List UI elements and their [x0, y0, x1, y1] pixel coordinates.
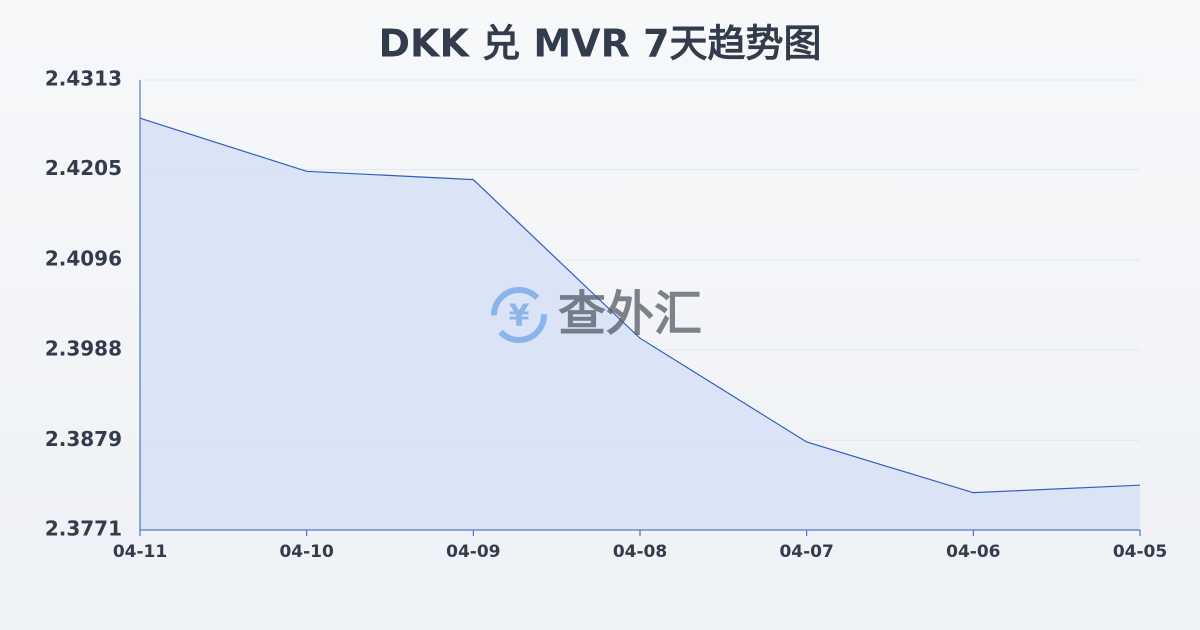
x-tick-label: 04-11 — [113, 542, 167, 562]
area-fill — [140, 118, 1140, 530]
x-tick-label: 04-08 — [613, 542, 667, 562]
x-tick-label: 04-07 — [779, 542, 833, 562]
y-tick-label: 2.3771 — [45, 517, 122, 541]
watermark: ¥ — [491, 287, 547, 343]
y-tick-label: 2.4205 — [45, 156, 122, 180]
x-tick-label: 04-09 — [446, 542, 500, 562]
line — [139, 117, 1141, 494]
y-tick-label: 2.3988 — [45, 336, 122, 360]
y-tick-label: 2.4096 — [45, 247, 122, 271]
x-tick-label: 04-10 — [279, 542, 334, 562]
watermark-symbol: ¥ — [509, 299, 530, 334]
y-tick-label: 2.4313 — [45, 67, 122, 91]
y-tick-label: 2.3879 — [45, 427, 122, 451]
x-tick-label: 04-06 — [946, 542, 1000, 562]
watermark-text: 查外汇 — [558, 286, 702, 342]
chart-title: DKK 兑 MVR 7天趋势图 — [378, 22, 821, 66]
watermark-icon — [491, 287, 547, 343]
x-tick-label: 04-05 — [1113, 542, 1167, 562]
